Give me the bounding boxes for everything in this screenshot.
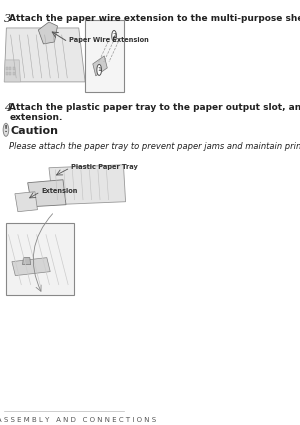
Polygon shape — [93, 56, 107, 76]
Polygon shape — [22, 258, 31, 265]
Bar — [6, 67, 8, 70]
Text: !: ! — [4, 125, 8, 134]
Polygon shape — [38, 22, 58, 44]
Bar — [13, 67, 15, 70]
Text: 2 - 8    A S S E M B L Y   A N D   C O N N E C T I O N S: 2 - 8 A S S E M B L Y A N D C O N N E C … — [0, 417, 156, 423]
Bar — [6, 72, 8, 75]
Text: 2: 2 — [112, 34, 116, 38]
Bar — [9, 67, 11, 70]
Polygon shape — [28, 180, 66, 207]
FancyBboxPatch shape — [6, 223, 74, 295]
Polygon shape — [4, 60, 20, 82]
Polygon shape — [49, 165, 126, 205]
Circle shape — [97, 65, 101, 75]
Text: Plastic Paper Tray: Plastic Paper Tray — [71, 164, 138, 170]
Text: Attach the paper wire extension to the multi-purpose sheet feeder.: Attach the paper wire extension to the m… — [9, 14, 300, 23]
Bar — [9, 72, 11, 75]
Text: 4: 4 — [4, 103, 11, 113]
Circle shape — [112, 31, 116, 42]
Text: Paper Wire Extension: Paper Wire Extension — [69, 37, 149, 43]
Bar — [13, 72, 15, 75]
Text: Caution: Caution — [11, 126, 58, 136]
Polygon shape — [12, 258, 50, 275]
Polygon shape — [15, 192, 38, 212]
FancyBboxPatch shape — [85, 20, 124, 92]
Circle shape — [3, 123, 9, 136]
Text: 3: 3 — [4, 14, 11, 24]
Text: Attach the plastic paper tray to the paper output slot, and then pull out the
ex: Attach the plastic paper tray to the pap… — [9, 103, 300, 122]
Text: Please attach the paper tray to prevent paper jams and maintain print quality.: Please attach the paper tray to prevent … — [9, 142, 300, 151]
Text: 1: 1 — [97, 68, 101, 72]
Polygon shape — [4, 28, 85, 82]
Text: Extension: Extension — [41, 188, 78, 194]
